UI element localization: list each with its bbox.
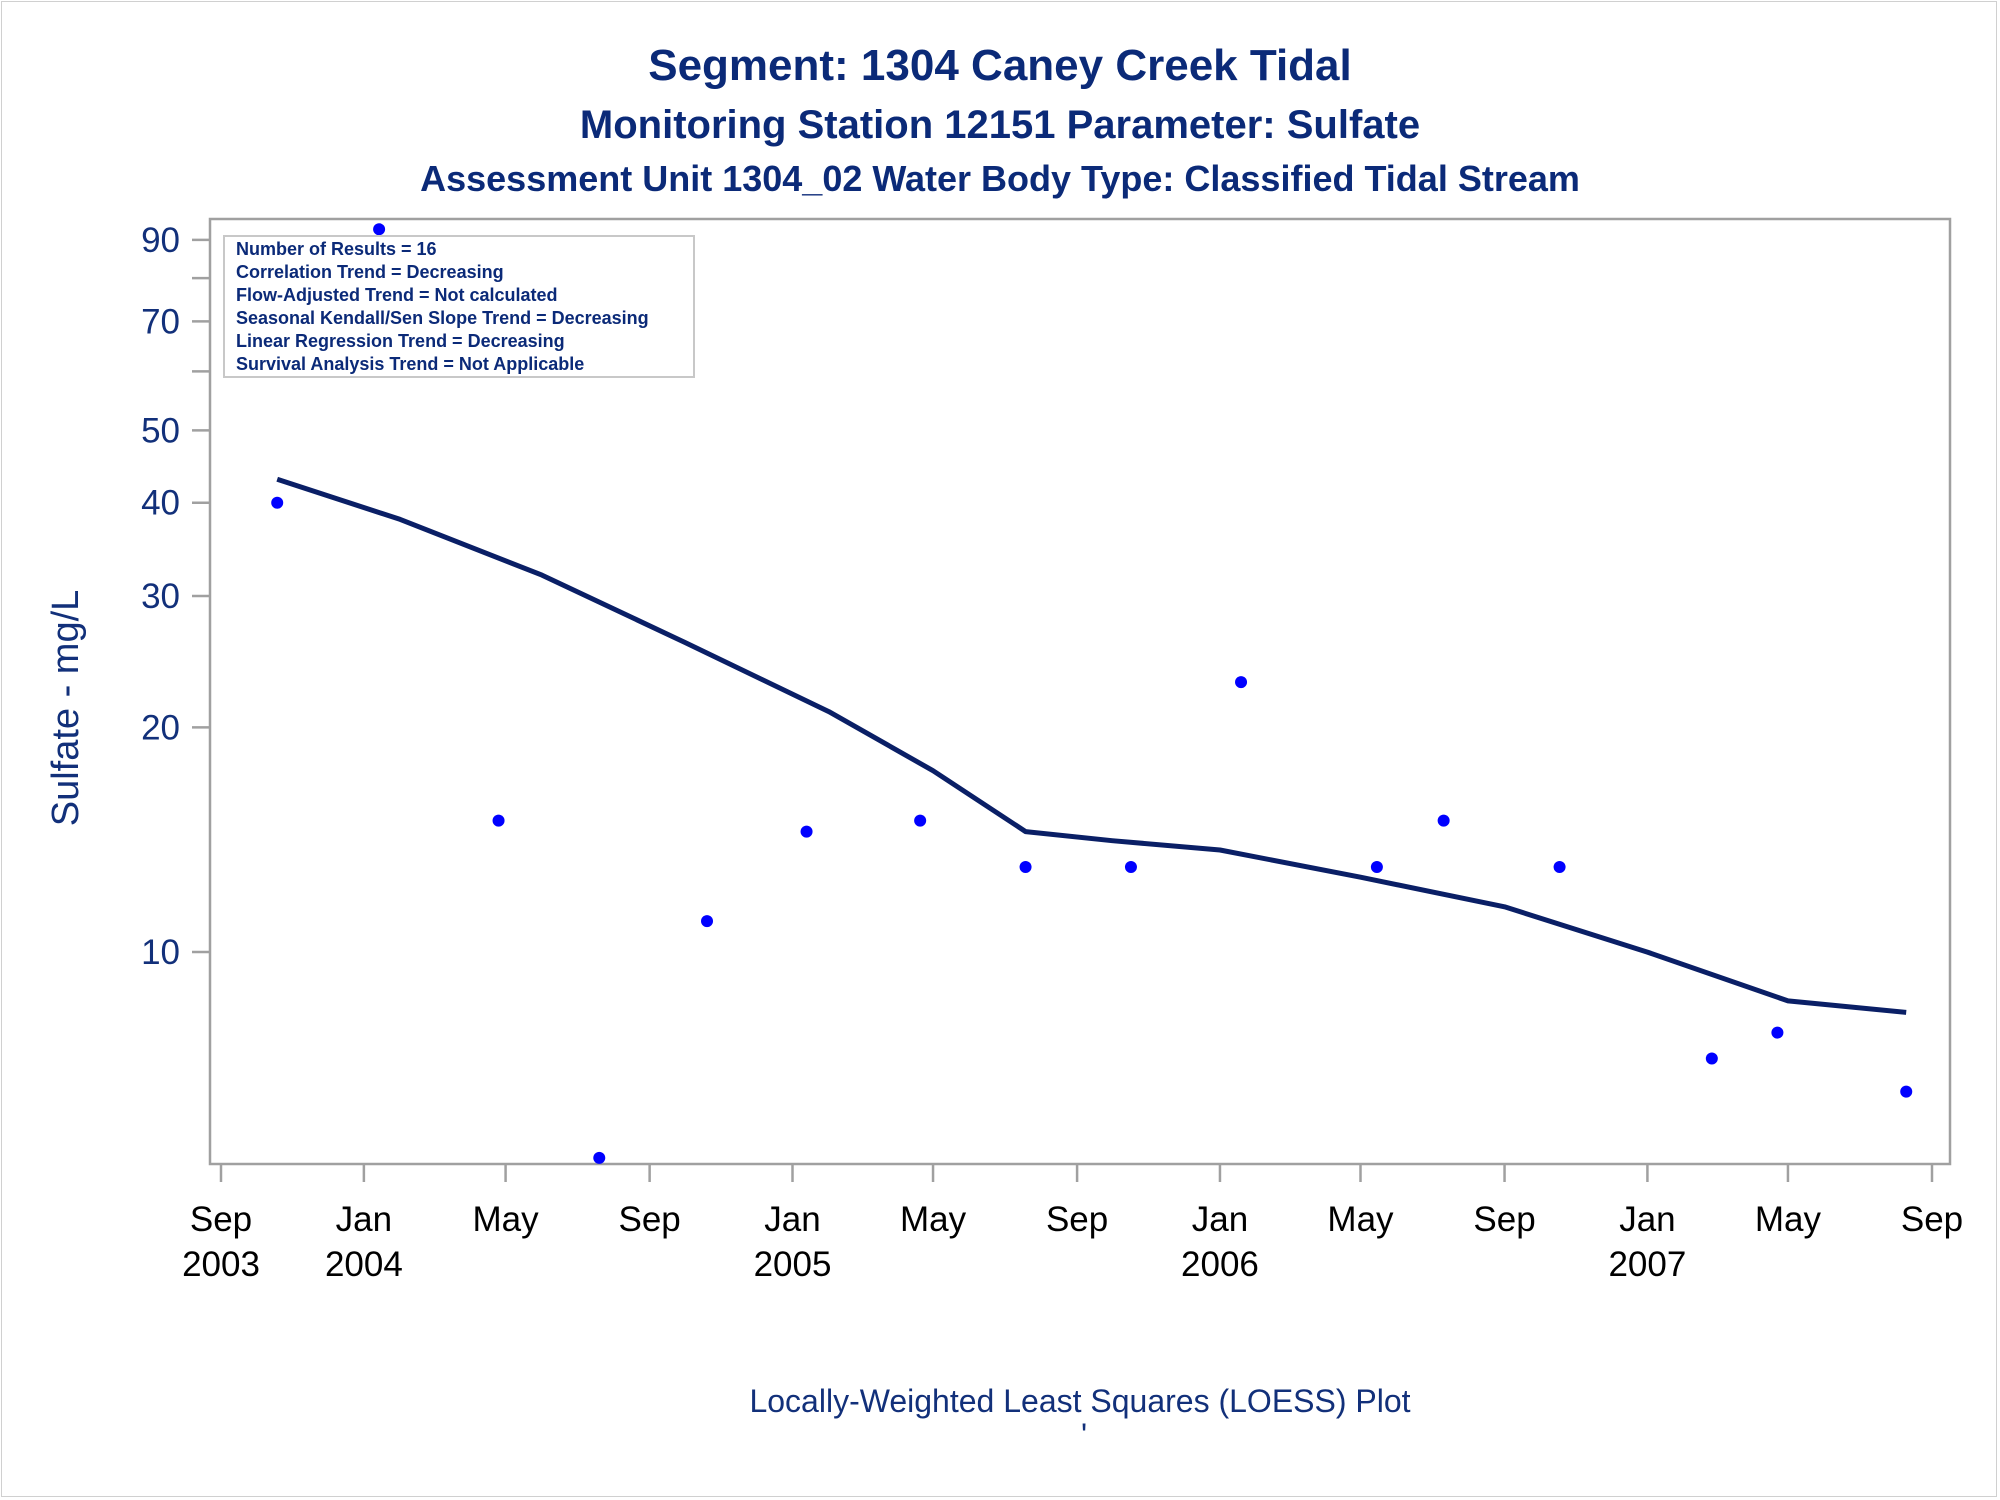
x-tick-label-12: Sep: [1901, 1200, 1963, 1239]
x-tick-label-1: Jan: [336, 1200, 392, 1239]
x-tick-year-1: 2004: [325, 1245, 403, 1284]
plot-area-border: [208, 217, 1952, 1166]
data-point-3: [593, 1151, 606, 1164]
stat-correlation-trend: Correlation Trend = Decreasing: [236, 262, 504, 282]
x-axis: Sep 2003 Jan 2004 May Sep Jan 2005 May Sep Jan 2006…: [182, 1164, 1963, 1284]
stats-box: Number of Results = 16 Correlation Trend…: [223, 235, 695, 378]
x-tick-label-5: May: [900, 1200, 967, 1239]
x-tick-year-10: 2007: [1608, 1245, 1686, 1284]
x-tick-year-7: 2006: [1181, 1245, 1259, 1284]
data-point-13: [1705, 1052, 1718, 1065]
stat-seasonal-kendall-trend: Seasonal Kendall/Sen Slope Trend = Decre…: [236, 308, 649, 328]
y-tick-label-20: 20: [141, 708, 180, 747]
x-tick-label-8: May: [1327, 1200, 1394, 1239]
data-point-12: [1553, 861, 1566, 874]
data-point-8: [1124, 861, 1137, 874]
data-point-1: [373, 223, 386, 236]
data-point-14: [1771, 1026, 1784, 1039]
stat-survival-analysis-trend: Survival Analysis Trend = Not Applicable: [236, 354, 584, 374]
stat-flow-adjusted-trend: Flow-Adjusted Trend = Not calculated: [236, 285, 558, 305]
data-point-7: [1019, 861, 1032, 874]
x-tick-label-11: May: [1755, 1200, 1822, 1239]
footnote-mark: ': [1081, 1417, 1087, 1453]
stat-linear-regression-trend: Linear Regression Trend = Decreasing: [236, 331, 565, 351]
x-tick-label-4: Jan: [764, 1200, 820, 1239]
footnote: Locally-Weighted Least Squares (LOESS) P…: [749, 1383, 1410, 1419]
data-point-2: [492, 814, 505, 827]
data-point-0: [271, 496, 284, 509]
data-point-5: [800, 825, 813, 838]
x-tick-label-10: Jan: [1619, 1200, 1675, 1239]
x-tick-label-3: Sep: [618, 1200, 680, 1239]
y-axis-label: Sulfate - mg/L: [45, 590, 87, 827]
x-tick-label-0: Sep: [190, 1200, 252, 1239]
y-tick-label-40: 40: [141, 484, 180, 523]
x-tick-label-7: Jan: [1192, 1200, 1248, 1239]
data-point-15: [1900, 1085, 1913, 1098]
loess-line: [276, 476, 1907, 1015]
x-tick-label-2: May: [473, 1200, 540, 1239]
chart-subtitle-station: Monitoring Station 12151 Parameter: Sulf…: [580, 103, 1420, 147]
data-point-9: [1235, 676, 1248, 689]
y-tick-label-50: 50: [141, 411, 180, 450]
y-tick-label-90: 90: [141, 221, 180, 260]
x-tick-label-9: Sep: [1473, 1200, 1535, 1239]
data-point-6: [914, 814, 927, 827]
stats-box-frame: [223, 235, 695, 378]
x-tick-year-4: 2005: [754, 1245, 832, 1284]
x-tick-label-6: Sep: [1046, 1200, 1108, 1239]
y-axis: 10 20 30 40 50 70 90: [141, 221, 210, 972]
stat-number-of-results: Number of Results = 16: [236, 239, 437, 259]
chart-title: Segment: 1304 Caney Creek Tidal: [648, 41, 1352, 90]
y-tick-label-30: 30: [141, 577, 180, 616]
chart-subtitle-assessment: Assessment Unit 1304_02 Water Body Type:…: [420, 158, 1580, 199]
data-points: [271, 223, 1913, 1164]
x-tick-year-0: 2003: [182, 1245, 260, 1284]
data-point-4: [701, 915, 714, 928]
data-point-10: [1370, 861, 1383, 874]
y-tick-label-70: 70: [141, 302, 180, 341]
y-tick-label-10: 10: [141, 933, 180, 972]
data-point-11: [1437, 814, 1450, 827]
